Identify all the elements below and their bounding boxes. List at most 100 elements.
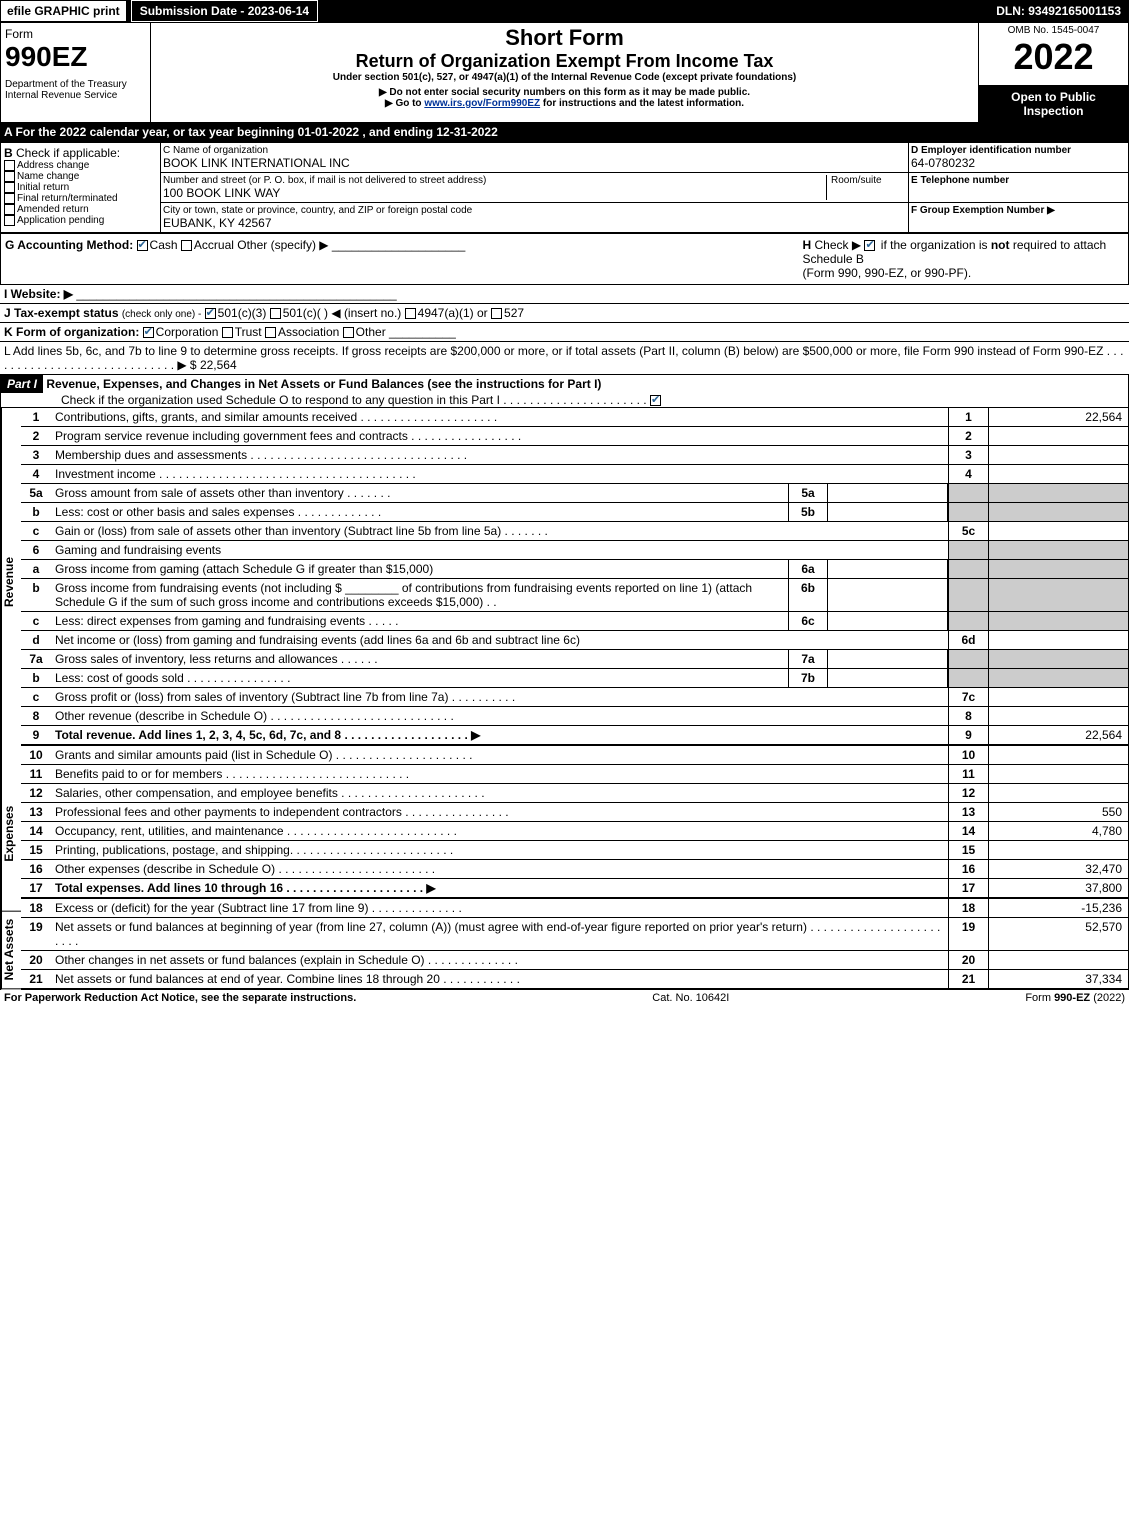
line-11-desc: Benefits paid to or for members . . . . … xyxy=(51,765,948,783)
line-6d-val xyxy=(988,631,1128,649)
line-11: 11Benefits paid to or for members . . . … xyxy=(21,765,1128,784)
line-12: 12Salaries, other compensation, and empl… xyxy=(21,784,1128,803)
checkbox-name-change[interactable] xyxy=(4,171,15,182)
line-7c-num: 7c xyxy=(948,688,988,706)
line-21-val: 37,334 xyxy=(988,970,1128,988)
line-6c-desc: Less: direct expenses from gaming and fu… xyxy=(51,612,788,630)
checkbox-application-pending[interactable] xyxy=(4,215,15,226)
b-check-label: Check if applicable: xyxy=(16,146,120,160)
footer-right: Form 990-EZ (2022) xyxy=(1025,992,1125,1004)
line-15-desc: Printing, publications, postage, and shi… xyxy=(51,841,948,859)
f-group-label: F Group Exemption Number ▶ xyxy=(911,205,1126,216)
line-19: 19Net assets or fund balances at beginni… xyxy=(21,918,1128,951)
line-12-val xyxy=(988,784,1128,802)
line-6d-num: 6d xyxy=(948,631,988,649)
line-6b-mid: 6b xyxy=(788,579,828,611)
line-18-num: 18 xyxy=(948,899,988,917)
part-i-body: Revenue Expenses Net Assets 1Contributio… xyxy=(0,408,1129,990)
form-number: 990EZ xyxy=(5,41,146,73)
line-10-val xyxy=(988,746,1128,764)
line-11-num: 11 xyxy=(948,765,988,783)
efile-print-button[interactable]: efile GRAPHIC print xyxy=(0,0,127,22)
line-5a-mid: 5a xyxy=(788,484,828,502)
line-6b-desc: Gross income from fundraising events (no… xyxy=(51,579,788,611)
g-cash: Cash xyxy=(150,238,178,252)
checkbox-527[interactable] xyxy=(491,308,502,319)
checkbox-corporation[interactable] xyxy=(143,327,154,338)
line-8: 8Other revenue (describe in Schedule O) … xyxy=(21,707,1128,726)
k-o1: Corporation xyxy=(156,325,219,339)
line-5b-desc: Less: cost or other basis and sales expe… xyxy=(51,503,788,521)
line-9-val: 22,564 xyxy=(988,726,1128,744)
line-4: 4Investment income . . . . . . . . . . .… xyxy=(21,465,1128,484)
e-phone-label: E Telephone number xyxy=(911,175,1126,186)
line-17: 17Total expenses. Add lines 10 through 1… xyxy=(21,879,1128,899)
instructions-note: ▶ Go to www.irs.gov/Form990EZ for instru… xyxy=(153,98,976,109)
line-17-val: 37,800 xyxy=(988,879,1128,897)
ein-value: 64-0780232 xyxy=(911,156,1126,170)
checkbox-other-org[interactable] xyxy=(343,327,354,338)
line-8-num: 8 xyxy=(948,707,988,725)
footer-left: For Paperwork Reduction Act Notice, see … xyxy=(4,992,356,1004)
line-18-val: -15,236 xyxy=(988,899,1128,917)
line-19-num: 19 xyxy=(948,918,988,950)
checkbox-association[interactable] xyxy=(265,327,276,338)
city-value: EUBANK, KY 42567 xyxy=(163,216,906,230)
g-label: G Accounting Method: xyxy=(5,238,133,252)
h-text2: if the organization is xyxy=(881,238,991,252)
line-15-val xyxy=(988,841,1128,859)
line-13-val: 550 xyxy=(988,803,1128,821)
line-9-desc: Total revenue. Add lines 1, 2, 3, 4, 5c,… xyxy=(51,726,948,744)
checkbox-amended-return[interactable] xyxy=(4,204,15,215)
checkbox-initial-return[interactable] xyxy=(4,182,15,193)
checkbox-sched-b-not-required[interactable] xyxy=(864,240,875,251)
line-8-desc: Other revenue (describe in Schedule O) .… xyxy=(51,707,948,725)
checkbox-501c3[interactable] xyxy=(205,308,216,319)
line-1-num: 1 xyxy=(948,408,988,426)
line-1-desc: Contributions, gifts, grants, and simila… xyxy=(51,408,948,426)
line-14: 14Occupancy, rent, utilities, and mainte… xyxy=(21,822,1128,841)
part-i-label: Part I xyxy=(1,375,43,393)
checkbox-cash[interactable] xyxy=(137,240,148,251)
checkbox-trust[interactable] xyxy=(222,327,233,338)
line-13: 13Professional fees and other payments t… xyxy=(21,803,1128,822)
note2-post: for instructions and the latest informat… xyxy=(540,98,744,109)
line-20-val xyxy=(988,951,1128,969)
line-10: 10Grants and similar amounts paid (list … xyxy=(21,746,1128,765)
ssn-warning: ▶ Do not enter social security numbers o… xyxy=(153,87,976,98)
irs-link[interactable]: www.irs.gov/Form990EZ xyxy=(424,98,540,109)
checkbox-address-change[interactable] xyxy=(4,160,15,171)
line-14-val: 4,780 xyxy=(988,822,1128,840)
tax-year: 2022 xyxy=(981,36,1126,78)
line-5b-mid: 5b xyxy=(788,503,828,521)
line-7c-val xyxy=(988,688,1128,706)
line-i: I Website: ▶ ___________________________… xyxy=(0,285,1129,304)
i-label: I Website: ▶ xyxy=(4,287,73,301)
h-not: not xyxy=(991,238,1010,252)
k-label: K Form of organization: xyxy=(4,325,139,339)
line-4-num: 4 xyxy=(948,465,988,483)
line-5c: cGain or (loss) from sale of assets othe… xyxy=(21,522,1128,541)
line-16-num: 16 xyxy=(948,860,988,878)
line-6a-desc: Gross income from gaming (attach Schedul… xyxy=(51,560,788,578)
checkbox-final-return[interactable] xyxy=(4,193,15,204)
subtitle: Under section 501(c), 527, or 4947(a)(1)… xyxy=(153,72,976,83)
line-6-desc: Gaming and fundraising events xyxy=(51,541,948,559)
line-5a-desc: Gross amount from sale of assets other t… xyxy=(51,484,788,502)
checkbox-501c[interactable] xyxy=(270,308,281,319)
checkbox-4947[interactable] xyxy=(405,308,416,319)
checkbox-accrual[interactable] xyxy=(181,240,192,251)
net-assets-vlabel: Net Assets xyxy=(1,911,21,989)
line-18: 18Excess or (deficit) for the year (Subt… xyxy=(21,899,1128,918)
line-11-val xyxy=(988,765,1128,783)
submission-date-button[interactable]: Submission Date - 2023-06-14 xyxy=(131,0,318,22)
part-i-title: Revenue, Expenses, and Changes in Net As… xyxy=(46,377,601,391)
line-2-val xyxy=(988,427,1128,445)
line-6: 6Gaming and fundraising events xyxy=(21,541,1128,560)
line-3: 3Membership dues and assessments . . . .… xyxy=(21,446,1128,465)
dept-irs: Internal Revenue Service xyxy=(5,90,146,101)
b-opt-4: Amended return xyxy=(17,204,89,215)
checkbox-schedule-o[interactable] xyxy=(650,395,661,406)
line-10-desc: Grants and similar amounts paid (list in… xyxy=(51,746,948,764)
line-1-val: 22,564 xyxy=(988,408,1128,426)
